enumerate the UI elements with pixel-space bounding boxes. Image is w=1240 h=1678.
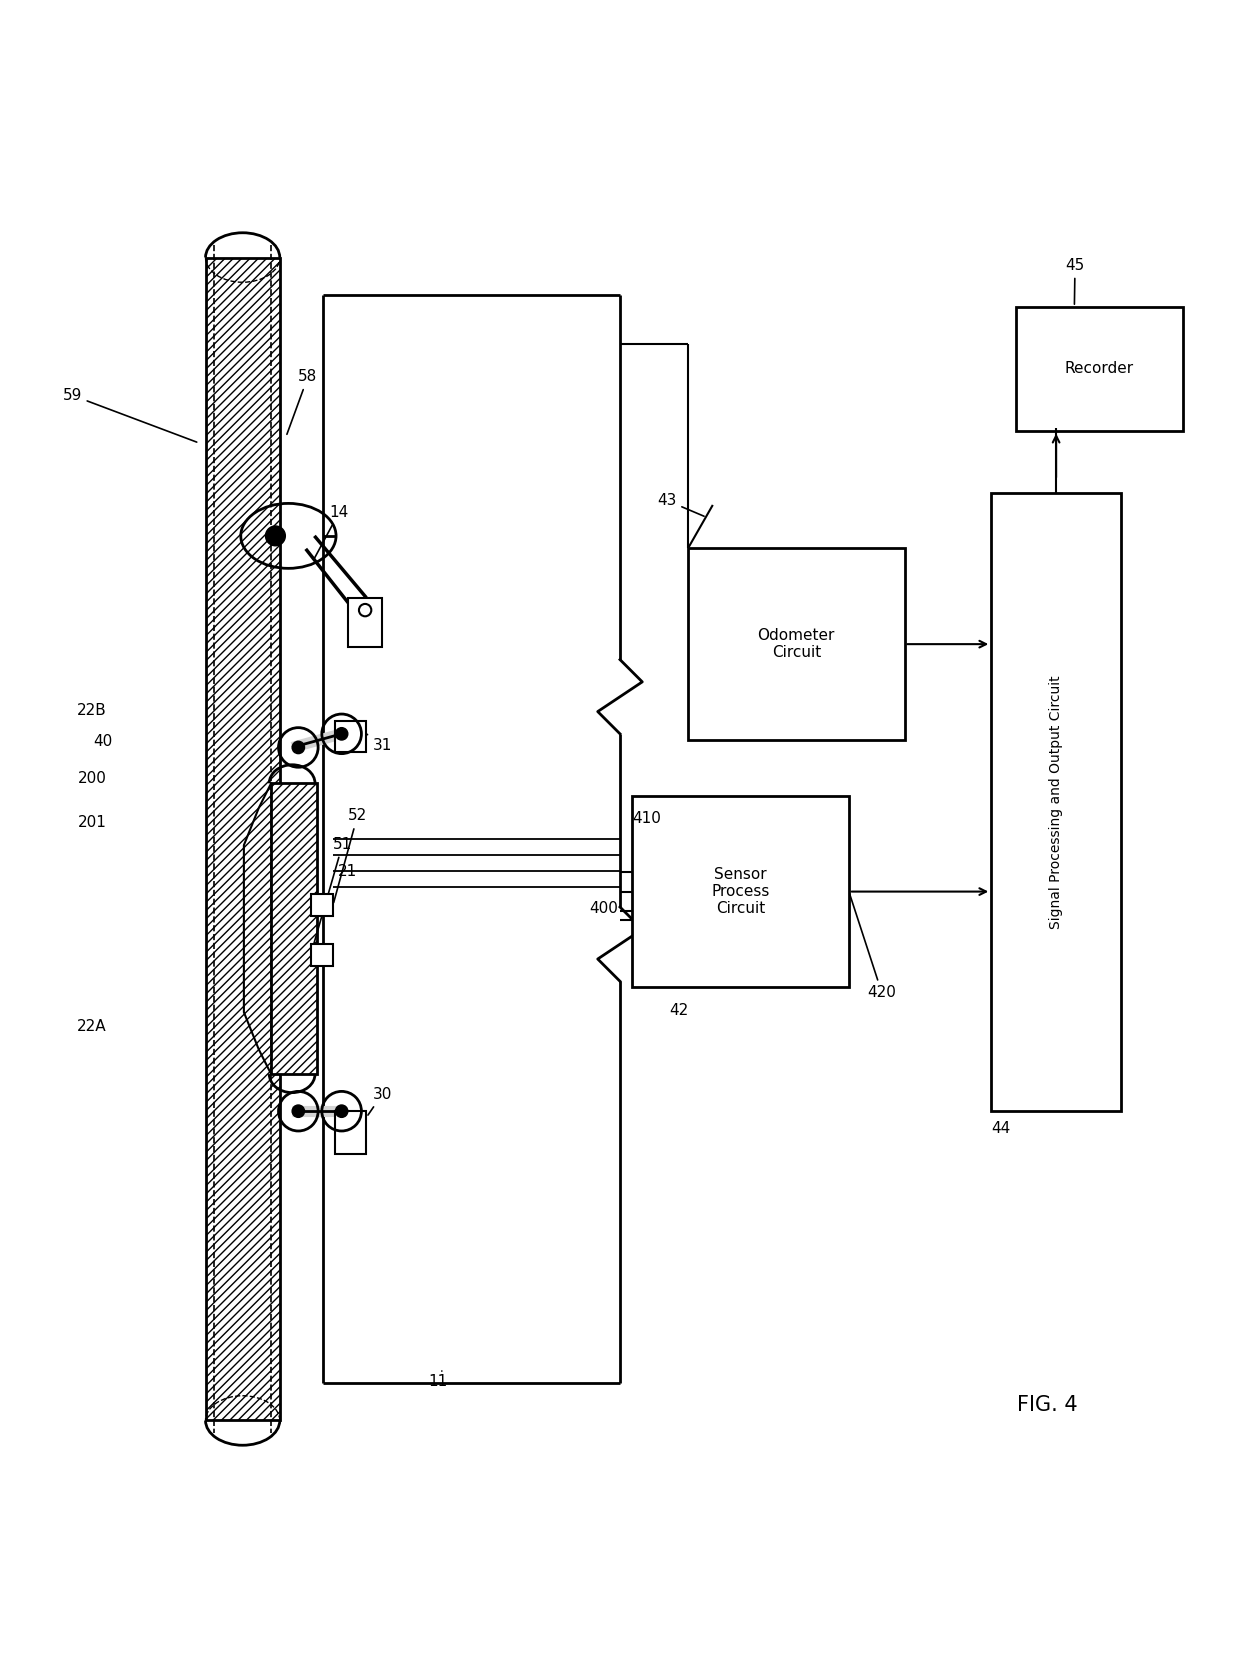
Circle shape xyxy=(293,742,305,753)
Text: 30: 30 xyxy=(368,1087,392,1116)
Bar xyxy=(1016,307,1183,431)
Text: 201: 201 xyxy=(78,814,107,829)
Text: 14: 14 xyxy=(315,505,348,559)
Bar xyxy=(688,549,904,740)
Text: 22B: 22B xyxy=(77,703,107,718)
Text: 22A: 22A xyxy=(77,1019,107,1034)
Bar xyxy=(272,784,317,1074)
Bar xyxy=(347,597,382,648)
Circle shape xyxy=(293,1106,305,1118)
Circle shape xyxy=(336,1106,347,1118)
Text: 410: 410 xyxy=(632,810,661,826)
Bar xyxy=(336,722,366,752)
Text: 42: 42 xyxy=(670,1003,688,1017)
Text: 45: 45 xyxy=(1065,258,1085,304)
Text: 31: 31 xyxy=(366,733,392,753)
Text: 59: 59 xyxy=(62,388,197,441)
Circle shape xyxy=(265,525,285,545)
Bar xyxy=(311,943,334,967)
Text: FIG. 4: FIG. 4 xyxy=(1017,1394,1078,1415)
Text: 40: 40 xyxy=(93,735,113,748)
Text: 52: 52 xyxy=(334,809,367,903)
Text: 44: 44 xyxy=(991,1121,1011,1136)
Text: 51: 51 xyxy=(311,837,352,951)
Bar xyxy=(206,257,280,1421)
Text: 400: 400 xyxy=(589,901,618,916)
Text: Odometer
Circuit: Odometer Circuit xyxy=(758,628,835,661)
Bar xyxy=(991,493,1121,1111)
Bar xyxy=(336,1111,366,1154)
Text: Signal Processing and Output Circuit: Signal Processing and Output Circuit xyxy=(1049,675,1063,928)
Text: 58: 58 xyxy=(286,369,317,435)
Bar xyxy=(311,894,334,916)
Text: 21: 21 xyxy=(339,864,357,879)
Text: 11: 11 xyxy=(428,1371,448,1389)
Text: 420: 420 xyxy=(849,894,897,1000)
Circle shape xyxy=(336,728,347,740)
Text: 200: 200 xyxy=(78,772,107,787)
Text: Recorder: Recorder xyxy=(1065,361,1135,376)
Text: Sensor
Process
Circuit: Sensor Process Circuit xyxy=(712,866,770,916)
Text: 43: 43 xyxy=(657,493,704,517)
Bar xyxy=(632,795,849,987)
